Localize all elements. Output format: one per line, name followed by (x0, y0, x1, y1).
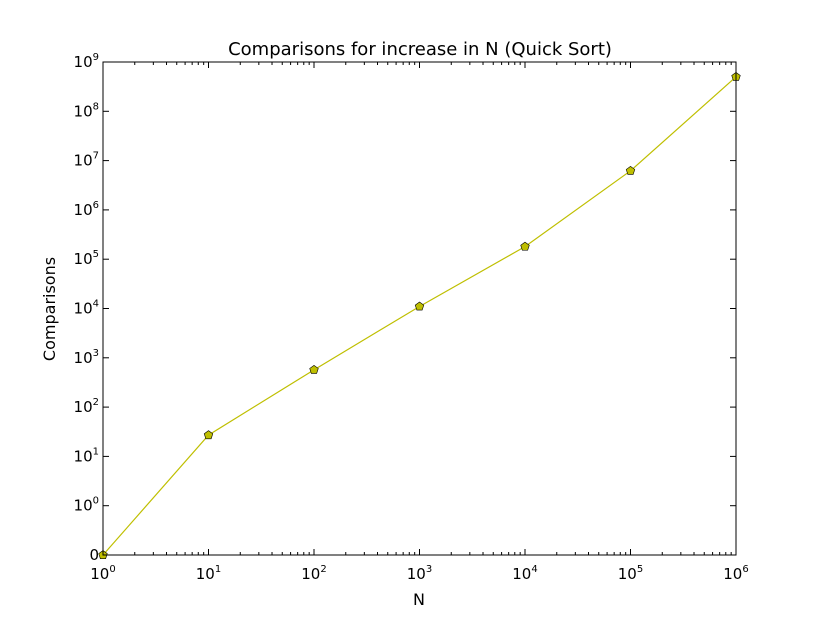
y-axis-label: Comparisons (40, 257, 59, 361)
y-tick-label: 100 (74, 496, 99, 515)
y-tick-label: 104 (74, 299, 99, 318)
y-tick-label: 101 (74, 446, 99, 465)
x-axis-ticks: 100 101 102 103 104 105 106 (90, 62, 749, 583)
x-tick-label: 101 (196, 564, 221, 583)
x-axis-label: N (413, 590, 425, 609)
y-tick-label: 102 (74, 397, 99, 416)
x-tick-label: 104 (512, 564, 537, 583)
x-tick-label: 102 (301, 564, 326, 583)
data-point-marker (309, 364, 319, 374)
x-tick-label: 106 (723, 564, 748, 583)
plot-area-frame (102, 61, 737, 556)
y-tick-label: 103 (74, 348, 99, 367)
y-tick-label: 105 (74, 249, 99, 268)
data-point-marker (414, 301, 425, 311)
data-point-marker (520, 241, 530, 251)
data-point-marker (625, 165, 636, 175)
chart-title: Comparisons for increase in N (Quick Sor… (228, 39, 612, 60)
series-line (102, 76, 737, 556)
y-axis-ticks: 0 100 101 102 103 104 105 106 107 108 109 (74, 52, 736, 564)
y-tick-label: 107 (74, 151, 99, 170)
y-tick-label: 109 (74, 52, 99, 71)
x-tick-label: 103 (407, 564, 432, 583)
y-tick-label: 108 (74, 101, 99, 120)
plot-series (98, 71, 741, 559)
x-tick-label: 100 (90, 564, 115, 583)
y-tick-label: 106 (74, 200, 99, 219)
data-point-marker (203, 430, 214, 440)
x-tick-label: 105 (618, 564, 643, 583)
y-tick-label: 0 (89, 546, 99, 564)
